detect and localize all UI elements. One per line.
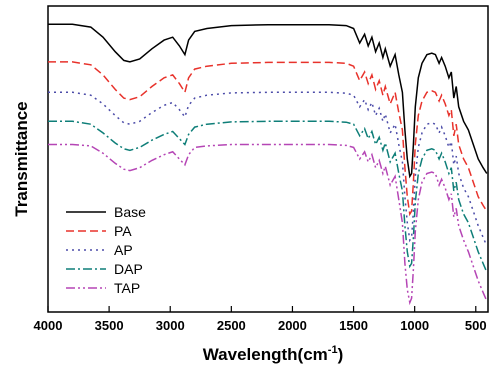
legend-item-ap: AP [66,242,133,258]
legend-label-base: Base [114,204,146,220]
x-tick-label-2500: 2500 [217,318,246,333]
plot-frame [47,5,489,313]
x-axis-label-suffix: ) [338,345,344,364]
x-axis-label-superscript: -1 [328,344,338,356]
x-axis-label-main: Wavelength(cm [203,345,328,364]
x-tick-label-1500: 1500 [339,318,368,333]
y-axis-label: Transmittance [12,101,31,216]
x-axis-ticks: 4000 3500 3000 2500 2000 1500 1000 500 [34,306,487,333]
legend-item-base: Base [66,204,146,220]
x-tick-label-3000: 3000 [156,318,185,333]
legend: Base PA AP DAP TAP [66,204,146,296]
series-line-tap [48,143,488,306]
x-tick-label-3500: 3500 [95,318,124,333]
legend-label-ap: AP [114,242,133,258]
legend-label-pa: PA [114,223,132,239]
legend-item-dap: DAP [66,261,143,277]
x-tick-label-4000: 4000 [34,318,63,333]
series-line-pa [48,61,488,217]
legend-item-pa: PA [66,223,132,239]
legend-label-tap: TAP [114,280,140,296]
x-tick-label-500: 500 [465,318,487,333]
x-axis-label: Wavelength(cm-1) [203,344,343,364]
x-tick-label-1000: 1000 [400,318,429,333]
series-group [48,23,488,306]
series-line-base [48,23,488,179]
legend-item-tap: TAP [66,280,140,296]
x-tick-label-2000: 2000 [278,318,307,333]
legend-label-dap: DAP [114,261,143,277]
